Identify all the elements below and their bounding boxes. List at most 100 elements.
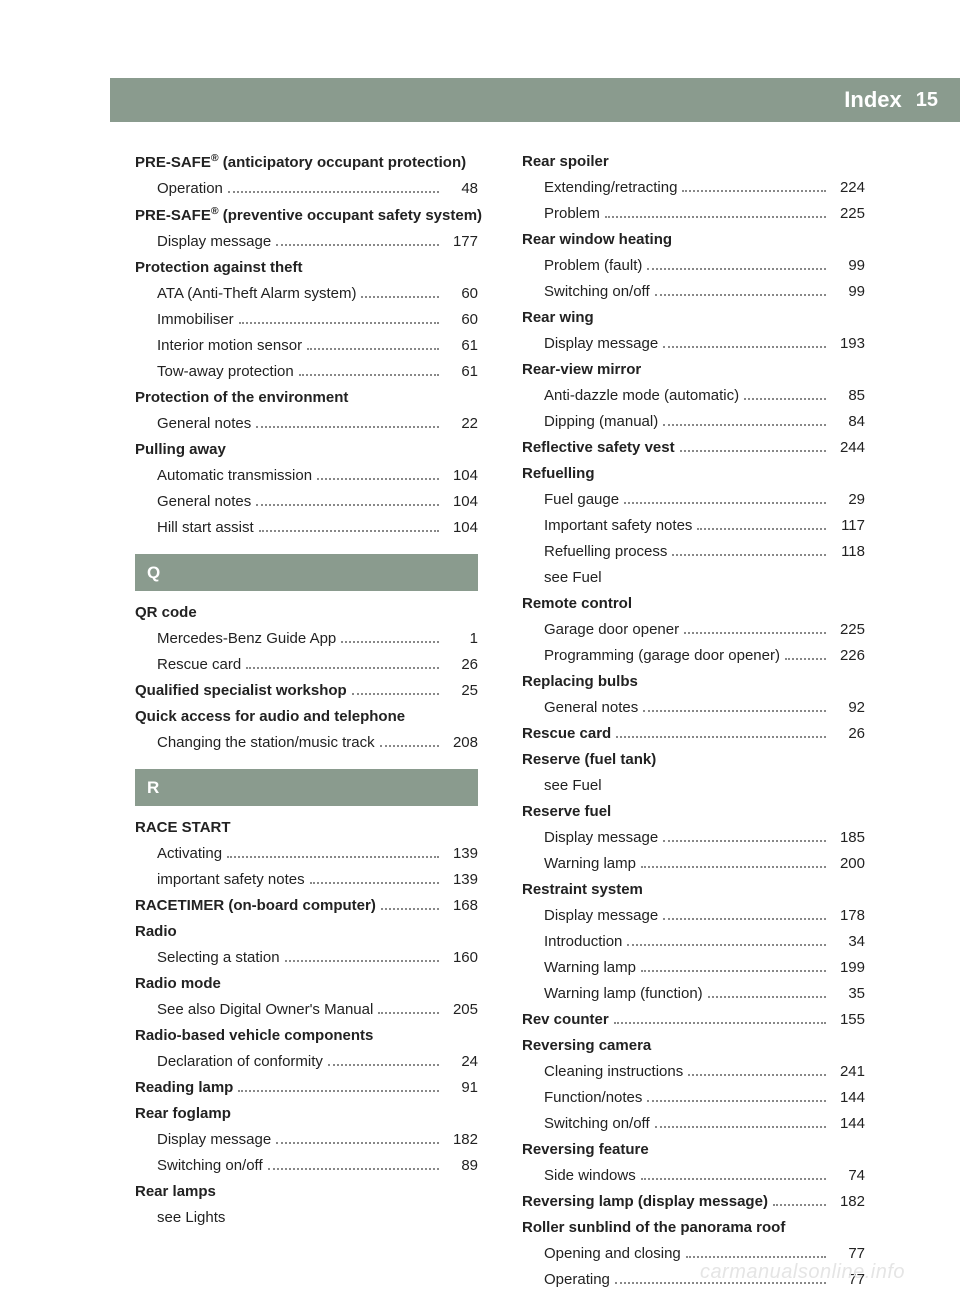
- index-entry: Reversing lamp (display message)182: [522, 1190, 865, 1214]
- entry-label: ATA (Anti-Theft Alarm system): [157, 282, 356, 306]
- leader-dots: [680, 450, 826, 452]
- entry-label: Restraint system: [522, 878, 643, 902]
- entry-page: 118: [831, 540, 865, 564]
- index-entry: see Fuel: [522, 774, 865, 798]
- leader-dots: [785, 658, 826, 660]
- entry-page: 35: [831, 982, 865, 1006]
- index-entry: Fuel gauge29: [522, 488, 865, 512]
- entry-label: Roller sunblind of the panorama roof: [522, 1216, 785, 1240]
- entry-label: Anti-dazzle mode (automatic): [544, 384, 739, 408]
- entry-page: 144: [831, 1112, 865, 1136]
- entry-label: Rescue card: [522, 722, 611, 746]
- index-entry: Garage door opener225: [522, 618, 865, 642]
- entry-page: 139: [444, 868, 478, 892]
- index-entry: Display message177: [135, 230, 478, 254]
- index-entry: Extending/retracting224: [522, 176, 865, 200]
- entry-page: 193: [831, 332, 865, 356]
- entry-page: 26: [444, 653, 478, 677]
- entry-label: Immobiliser: [157, 308, 234, 332]
- entry-label: Garage door opener: [544, 618, 679, 642]
- entry-page: 34: [831, 930, 865, 954]
- entry-label: Selecting a station: [157, 946, 280, 970]
- index-entry: Changing the station/music track208: [135, 731, 478, 755]
- leader-dots: [647, 1100, 826, 1102]
- entry-label: Opening and closing: [544, 1242, 681, 1266]
- leader-dots: [341, 641, 439, 643]
- index-entry: Activating139: [135, 842, 478, 866]
- entry-page: 185: [831, 826, 865, 850]
- entry-page: 244: [831, 436, 865, 460]
- entry-label: Changing the station/music track: [157, 731, 375, 755]
- leader-dots: [663, 424, 826, 426]
- index-entry: PRE-SAFE® (preventive occupant safety sy…: [135, 203, 478, 228]
- index-entry: Radio: [135, 920, 478, 944]
- index-entry: Display message178: [522, 904, 865, 928]
- index-entry: Rear spoiler: [522, 150, 865, 174]
- entry-label: Rev counter: [522, 1008, 609, 1032]
- entry-label: Activating: [157, 842, 222, 866]
- entry-label: Protection against theft: [135, 256, 303, 280]
- index-entry: Side windows74: [522, 1164, 865, 1188]
- leader-dots: [708, 996, 826, 998]
- leader-dots: [616, 736, 826, 738]
- index-entry: Remote control: [522, 592, 865, 616]
- index-entry: Reversing feature: [522, 1138, 865, 1162]
- entry-label: Rear spoiler: [522, 150, 609, 174]
- entry-label: Problem: [544, 202, 600, 226]
- leader-dots: [259, 530, 439, 532]
- header-bar: Index 15: [110, 78, 960, 122]
- entry-label: Refuelling process: [544, 540, 667, 564]
- index-entry: Rescue card26: [135, 653, 478, 677]
- entry-label: Reserve (fuel tank): [522, 748, 656, 772]
- entry-label: Reading lamp: [135, 1076, 233, 1100]
- index-entry: Reflective safety vest244: [522, 436, 865, 460]
- leader-dots: [256, 504, 439, 506]
- leader-dots: [744, 398, 826, 400]
- index-entry: RACE START: [135, 816, 478, 840]
- leader-dots: [641, 1178, 826, 1180]
- leader-dots: [605, 216, 826, 218]
- index-entry: Qualified specialist workshop25: [135, 679, 478, 703]
- index-entry: Function/notes144: [522, 1086, 865, 1110]
- entry-page: 61: [444, 360, 478, 384]
- entry-label: Side windows: [544, 1164, 636, 1188]
- leader-dots: [663, 918, 826, 920]
- entry-label: Rear wing: [522, 306, 594, 330]
- entry-label: Warning lamp: [544, 956, 636, 980]
- leader-dots: [627, 944, 826, 946]
- entry-page: 160: [444, 946, 478, 970]
- index-entry: Refuelling: [522, 462, 865, 486]
- leader-dots: [299, 374, 439, 376]
- entry-label: Reserve fuel: [522, 800, 611, 824]
- index-entry: Anti-dazzle mode (automatic)85: [522, 384, 865, 408]
- entry-page: 199: [831, 956, 865, 980]
- section-header: Q: [135, 554, 478, 591]
- index-entry: Rear foglamp: [135, 1102, 478, 1126]
- entry-page: 61: [444, 334, 478, 358]
- index-entry: Dipping (manual)84: [522, 410, 865, 434]
- leader-dots: [307, 348, 439, 350]
- entry-label: Operation: [157, 177, 223, 201]
- entry-page: 155: [831, 1008, 865, 1032]
- entry-page: 205: [444, 998, 478, 1022]
- entry-label: Remote control: [522, 592, 632, 616]
- index-entry: Display message193: [522, 332, 865, 356]
- entry-label: Introduction: [544, 930, 622, 954]
- leader-dots: [624, 502, 826, 504]
- entry-label: QR code: [135, 601, 197, 625]
- leader-dots: [380, 745, 439, 747]
- entry-page: 25: [444, 679, 478, 703]
- index-entry: Refuelling process 118: [522, 540, 865, 564]
- index-entry: Switching on/off144: [522, 1112, 865, 1136]
- index-column-right: Rear spoilerExtending/retracting224Probl…: [522, 150, 865, 1294]
- entry-label: RACE START: [135, 816, 231, 840]
- entry-label: Important safety notes: [544, 514, 692, 538]
- index-entry: See also Digital Owner's Manual205: [135, 998, 478, 1022]
- leader-dots: [276, 244, 439, 246]
- entry-label: Problem (fault): [544, 254, 642, 278]
- entry-label: see Fuel: [544, 774, 602, 798]
- leader-dots: [328, 1064, 439, 1066]
- entry-label: important safety notes: [157, 868, 305, 892]
- index-entry: Operation48: [135, 177, 478, 201]
- entry-label: Operating: [544, 1268, 610, 1292]
